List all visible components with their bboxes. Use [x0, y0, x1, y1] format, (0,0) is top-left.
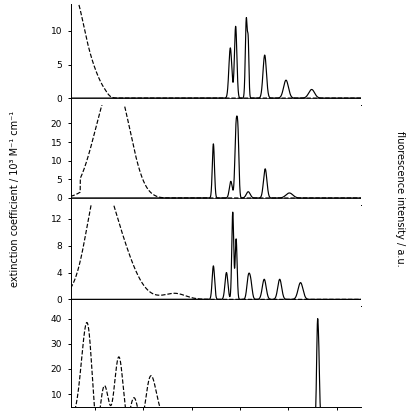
Text: extinction coefficient / 10³ M⁻¹ cm⁻¹: extinction coefficient / 10³ M⁻¹ cm⁻¹ — [10, 111, 20, 287]
Text: fluorescence intensity / a.u.: fluorescence intensity / a.u. — [395, 132, 405, 267]
